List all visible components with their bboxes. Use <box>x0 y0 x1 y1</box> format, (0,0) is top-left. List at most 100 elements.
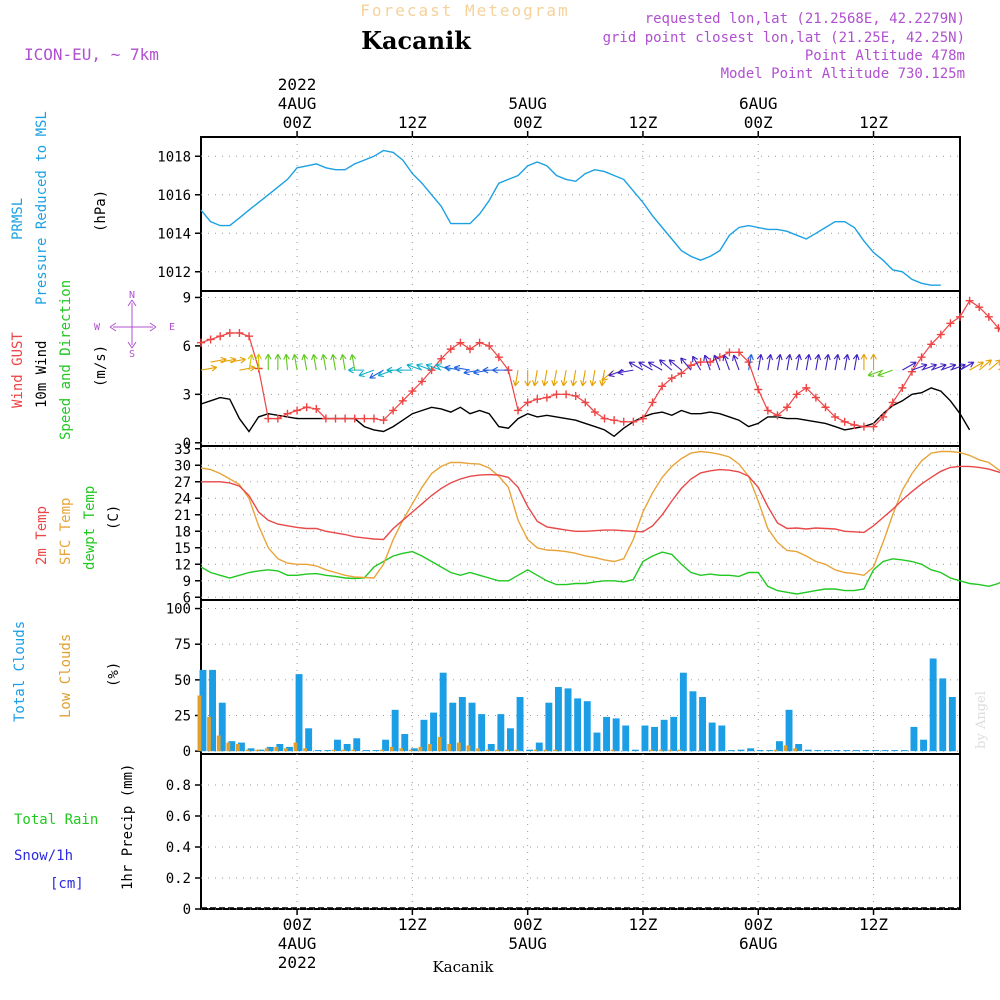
footer-location: Kacanik <box>432 958 494 976</box>
wind-arrow <box>814 354 822 371</box>
total-cloud-bar <box>516 697 524 752</box>
total-cloud-bar <box>939 678 947 752</box>
gust-marker <box>466 345 475 354</box>
wind-arrow <box>239 364 256 372</box>
wind-arrow <box>560 370 568 387</box>
low-cloud-bar <box>553 749 557 752</box>
precip-ytick-label: 0 <box>183 902 191 918</box>
precip-panel: 0 0.2 0.4 0.6 0.8 <box>166 753 961 918</box>
temperature-ytick-label: 18 <box>174 524 191 540</box>
temp-unit: (C) <box>106 505 122 530</box>
gust-marker <box>783 403 792 412</box>
total-cloud-bar <box>257 749 265 752</box>
gust-marker <box>225 328 234 337</box>
dewpt-label: dewpt Temp <box>82 486 98 570</box>
low-cloud-bar <box>476 748 480 752</box>
gust-marker <box>869 422 878 431</box>
gust-marker <box>610 416 619 425</box>
wind-arrow <box>732 354 740 371</box>
wind-arrow <box>311 354 318 371</box>
low-cloud-bar <box>408 749 413 752</box>
total-cloud-bar <box>391 709 399 752</box>
total-cloud-bar <box>382 739 389 752</box>
low-cloud-bar <box>437 736 442 752</box>
gust-marker <box>273 414 282 423</box>
wind-arrow <box>283 353 290 371</box>
wind-arrow <box>930 363 947 371</box>
low-cloud-bar <box>380 749 384 752</box>
gust-marker <box>927 340 936 349</box>
speed-direction-label: Speed and Direction <box>58 280 74 440</box>
wind-arrow <box>668 359 682 371</box>
clouds-ytick-label: 100 <box>166 602 191 618</box>
wind-arrow <box>978 359 992 371</box>
wind-arrow <box>377 369 394 378</box>
gust-marker <box>437 354 446 363</box>
temperature-ytick-label: 6 <box>183 590 191 606</box>
gust-marker <box>514 406 523 415</box>
temperature-ytick-label: 21 <box>174 508 191 524</box>
low-cloud-bar <box>428 744 432 752</box>
total-cloud-bar <box>900 750 908 752</box>
wind-ytick-label: 6 <box>183 339 191 355</box>
gust-marker <box>744 358 753 367</box>
temperature-ytick-label: 12 <box>174 557 191 573</box>
wind-arrow <box>756 354 764 371</box>
gust-marker <box>341 414 350 423</box>
low-cloud-bar <box>658 749 663 752</box>
gust-marker <box>379 416 388 425</box>
sfc-temp-label: SFC Temp <box>58 498 74 565</box>
wind-arrow <box>911 363 928 371</box>
clouds-panel: 0 25 50 75 100 <box>166 599 961 760</box>
gust-line <box>200 299 1000 428</box>
gust-marker <box>984 312 993 321</box>
wind-arrow <box>921 363 938 371</box>
bottom-time-label: 2022 <box>278 953 317 972</box>
wind-arrow <box>628 361 644 371</box>
total-cloud-bar <box>766 750 774 752</box>
gust-marker <box>321 414 330 423</box>
gust-marker <box>417 377 426 386</box>
wind-arrow <box>659 359 673 371</box>
low-cloud-bar <box>303 748 307 752</box>
gust-marker <box>600 414 609 423</box>
total-cloud-bar <box>555 687 562 752</box>
top-time-label: 00Z <box>513 113 542 132</box>
total-cloud-bar <box>497 714 505 752</box>
low-cloud-bar <box>332 749 336 752</box>
low-cloud-bar <box>783 745 788 752</box>
total-cloud-bar <box>929 658 937 752</box>
total-cloud-bar <box>420 719 428 752</box>
gust-marker <box>475 338 484 347</box>
low-cloud-bar <box>274 746 279 752</box>
point-altitude: Point Altitude 478m <box>805 48 965 64</box>
compass-arrows <box>109 299 157 349</box>
temperature-ytick-label: 27 <box>174 475 191 491</box>
total-cloud-bar <box>209 669 216 752</box>
total-cloud-bar <box>372 750 380 752</box>
temperature-frame <box>200 445 961 601</box>
wind-arrow <box>339 354 347 371</box>
top-time-label: 6AUG <box>739 94 778 113</box>
snow-unit-label: [cm] <box>50 876 84 892</box>
wind-arrow <box>680 357 692 371</box>
clouds-ytick-label: 25 <box>174 709 191 725</box>
bottom-time-label: 6AUG <box>739 934 778 953</box>
wind-arrow <box>264 353 272 371</box>
total-cloud-bar <box>247 748 255 752</box>
gust-marker <box>965 296 974 305</box>
low-cloud-bar <box>447 744 452 752</box>
compass-n: N <box>129 290 135 301</box>
low-cloud-bar <box>543 749 548 752</box>
low-clouds-label: Low Clouds <box>58 634 74 718</box>
low-cloud-bar <box>456 742 461 752</box>
wind-arrow <box>349 354 357 371</box>
gust-marker <box>235 328 244 337</box>
total-cloud-bar <box>410 748 418 752</box>
total-cloud-bar <box>526 749 534 752</box>
gust-marker <box>658 382 667 391</box>
total-cloud-bar <box>910 726 918 752</box>
gust-marker <box>994 324 1000 333</box>
low-cloud-bar <box>236 744 240 752</box>
total-cloud-bar <box>679 672 687 752</box>
